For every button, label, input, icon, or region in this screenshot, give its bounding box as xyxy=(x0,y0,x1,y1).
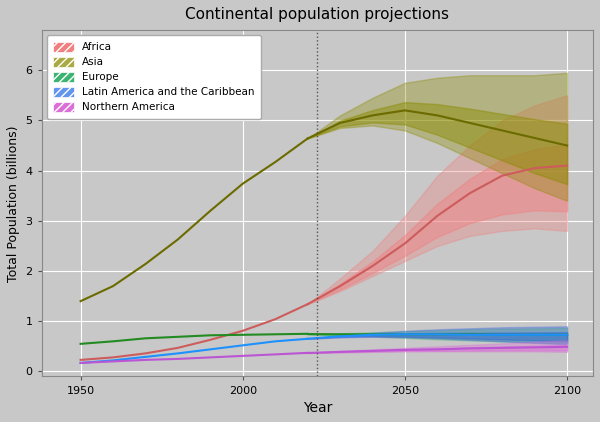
X-axis label: Year: Year xyxy=(302,401,332,415)
Y-axis label: Total Population (billions): Total Population (billions) xyxy=(7,125,20,281)
Title: Continental population projections: Continental population projections xyxy=(185,7,449,22)
Legend: Africa, Asia, Europe, Latin America and the Caribbean, Northern America: Africa, Asia, Europe, Latin America and … xyxy=(47,35,261,119)
